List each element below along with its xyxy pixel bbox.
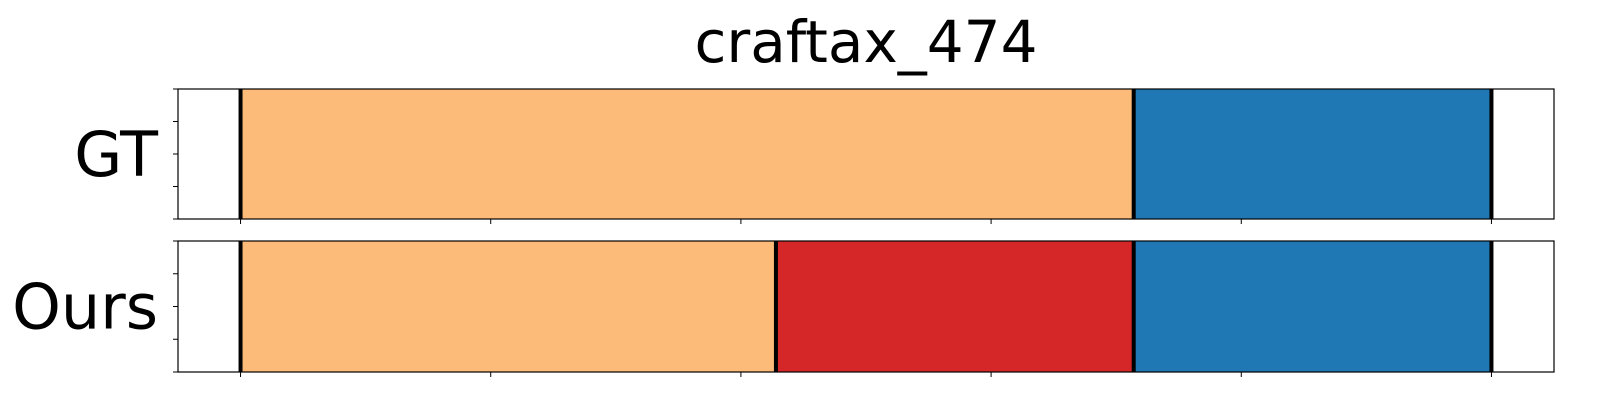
segment-bar (775, 241, 1134, 372)
row-ours: Ours (12, 240, 1555, 377)
segment-bar (1133, 241, 1492, 372)
chart-title: craftax_474 (695, 8, 1038, 76)
row-label: Ours (12, 271, 158, 344)
chart-rows: GT Ours (12, 88, 1555, 377)
row-label: GT (74, 118, 159, 191)
segment-bar (240, 241, 776, 372)
segment-bar (1133, 89, 1492, 219)
segment-bar (240, 89, 1134, 219)
row-gt: GT (74, 88, 1555, 224)
